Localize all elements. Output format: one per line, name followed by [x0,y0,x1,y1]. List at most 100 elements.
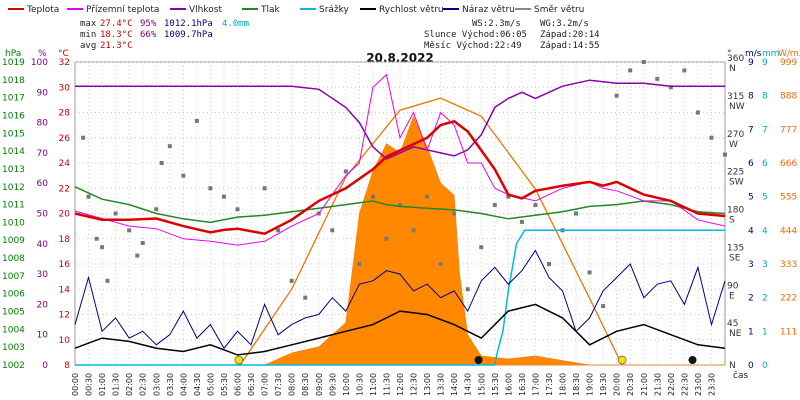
tick-x: 15:30 [491,373,500,396]
wind-dir-point [655,76,660,81]
axis-label-temp: °C [58,49,69,59]
tick-hpa: 1007 [2,272,25,282]
tick-hpa: 1009 [2,236,25,246]
tick-wm2: 444 [780,226,797,236]
wind-dir-point [330,228,335,233]
tick-pct: 100 [31,58,48,68]
legend-label-2: Vlhkost [189,5,222,15]
tick-hpa: 1019 [2,58,25,68]
tick-hpa: 1004 [2,325,25,335]
tick-pct: 40 [37,240,49,250]
axis-label-hpa: hPa [5,49,21,59]
tick-dir-value: 90 [727,281,739,291]
tick-mm: 3 [762,260,768,270]
tick-mm: 4 [762,226,768,236]
moon-set: Západ:14:55 [540,41,600,51]
wind-dir-point [194,118,199,123]
legend: Teplota Přízemní teplota Vlhkost Tlak Srážky… [8,5,584,15]
wg-stat: WG:3.2m/s [540,19,589,29]
moon-marker [474,356,483,364]
min-temp: 18.3°C [100,30,133,40]
wind-gust-line [74,249,726,350]
avg-label: avg [80,41,96,51]
wind-dir-point [682,68,687,73]
wind-dir-point [614,93,619,98]
tick-temp: 24 [59,159,71,169]
wind-dir-point [181,173,186,178]
tick-dir-value: 270 [727,130,744,140]
tick-mm: 1 [762,327,768,337]
tick-temp: 28 [59,109,71,119]
tick-x: 03:30 [166,373,175,396]
tick-pct: 0 [42,361,48,371]
tick-ms: 1 [748,327,754,337]
tick-dir-name: SE [729,253,741,263]
max-temp: 27.4°C [100,19,133,29]
tick-dir-value: 360 [727,54,744,64]
sun-marker [617,355,627,365]
tick-x: 02:00 [125,373,134,396]
tick-pct: 20 [37,300,49,310]
tick-x: 21:30 [653,373,662,396]
tick-hpa: 1011 [2,201,25,211]
wind-dir-point [709,135,714,140]
axes: hPa% °C1002100310041005100610071008100910… [2,49,800,396]
legend-label-4: Srážky [319,5,350,15]
tick-wm2: 888 [780,92,797,102]
tick-ms: 0 [748,361,754,371]
wind-dir-point [425,194,430,199]
tick-dir-value: 180 [727,206,744,216]
wind-dir-point [343,169,348,174]
tick-hpa: 1002 [2,361,25,371]
tick-ms: 6 [748,159,754,169]
tick-pct: 30 [37,270,49,280]
tick-hpa: 1012 [2,183,25,193]
wind-dir-point [140,240,145,245]
legend-label-7: Směr větru [534,5,584,15]
tick-pct: 80 [37,119,49,129]
tick-hpa: 1005 [2,308,25,318]
tick-dir-name: N [729,64,736,74]
tick-mm: 5 [762,193,768,203]
wind-dir-point [357,262,362,266]
wind-dir-point [398,203,402,208]
tick-temp: 20 [59,210,71,220]
tick-temp: 14 [59,285,71,295]
tick-dir-name: S [729,216,735,226]
tick-dir-name: SW [729,178,744,188]
wind-dir-point [127,228,132,233]
min-label: min [80,30,96,40]
tick-x: 14:30 [464,373,473,396]
tick-x: 12:30 [410,373,419,396]
tick-dir-name: NW [729,102,745,112]
tick-mm: 8 [762,92,768,102]
wind-dir-point [105,278,110,283]
tick-mm: 6 [762,159,768,169]
wind-dir-point [370,194,375,199]
avg-temp: 21.3°C [100,41,133,51]
tick-dir-value: 225 [727,168,744,178]
plot-area [74,60,727,366]
wind-dir-point [276,228,281,233]
moon-rise: Měsíc Východ:22:49 [424,41,522,51]
tick-wm2: 555 [780,193,797,203]
wind-dir-point [601,304,606,309]
tick-temp: 26 [59,134,71,144]
tick-pct: 70 [37,149,49,159]
tick-x: 09:00 [315,373,324,396]
wind-dir-point [384,236,389,241]
tick-dir-name: N [729,361,736,371]
legend-label-0: Teplota [26,5,59,15]
tick-wm2: 666 [780,159,797,169]
axis-label-ms: m/s [745,49,762,59]
tick-x: 03:00 [152,373,161,396]
tick-x: 20:30 [626,373,635,396]
max-pressure: 1012.1hPa [164,19,213,29]
tick-pct: 50 [37,210,49,220]
wind-dir-point [303,295,308,300]
tick-mm: 9 [762,58,768,68]
wind-dir-point [452,211,457,216]
wind-dir-point [506,194,511,199]
wind-dir-point [221,194,226,199]
wind-dir-point [668,85,673,90]
